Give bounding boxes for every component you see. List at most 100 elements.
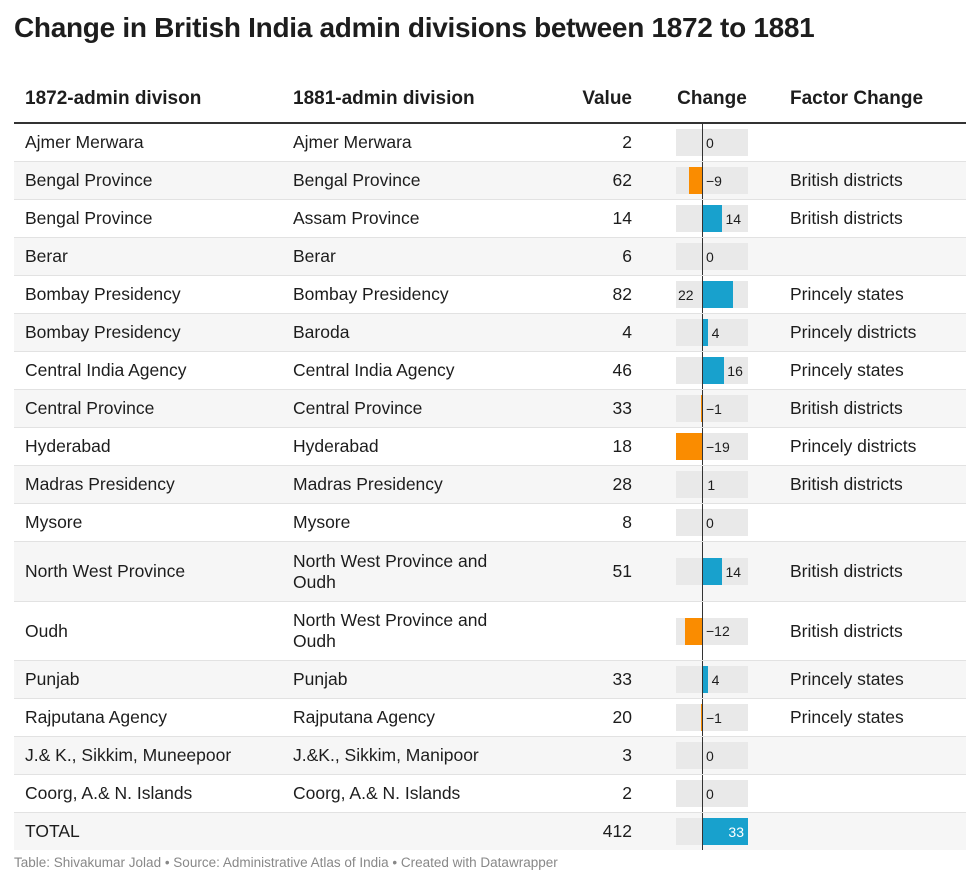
change-bar-track [676, 395, 748, 422]
cell-total-label: TOTAL [25, 821, 80, 841]
change-bar-cell: −1 [676, 390, 748, 427]
cell-1872-division: J.& K., Sikkim, Muneepoor [25, 745, 232, 765]
change-bar-cell: 16 [676, 352, 748, 389]
cell-value: 2 [622, 783, 632, 803]
cell-1872-division: Central India Agency [25, 360, 187, 380]
change-bar-cell: 33 [676, 813, 748, 850]
zero-baseline [702, 390, 703, 427]
zero-baseline [702, 428, 703, 465]
change-bar-track [676, 666, 748, 693]
zero-baseline [702, 162, 703, 199]
cell-1881-division: Coorg, A.& N. Islands [293, 783, 461, 803]
change-label: 0 [706, 747, 714, 764]
cell-1872-division: Punjab [25, 669, 80, 689]
change-bar-track [676, 780, 748, 807]
cell-value: 33 [612, 398, 632, 418]
change-bar-cell: 4 [676, 314, 748, 351]
table-row: Bengal Province Bengal Province 62 −9 Britis… [14, 162, 966, 200]
table-row: Punjab Punjab 33 4 Princely states [14, 661, 966, 699]
change-bar-track [676, 129, 748, 156]
cell-1872-division: Central Province [25, 398, 155, 418]
change-label: 0 [706, 785, 714, 802]
table-row: Mysore Mysore 8 0 [14, 504, 966, 542]
change-bar-negative [685, 617, 702, 645]
change-bar-negative [689, 167, 702, 194]
source-footer: Table: Shivakumar Jolad • Source: Admini… [14, 855, 558, 870]
zero-baseline [702, 352, 703, 389]
cell-value: 51 [612, 561, 632, 581]
zero-baseline [702, 314, 703, 351]
change-label: 14 [725, 210, 742, 227]
table-row: Coorg, A.& N. Islands Coorg, A.& N. Islan… [14, 775, 966, 813]
change-bar-track [676, 319, 748, 346]
cell-factor-change: Princely districts [790, 322, 917, 342]
total-row: TOTAL 412 33 [14, 813, 966, 850]
change-bar-cell: 0 [676, 124, 748, 161]
cell-1872-division: Madras Presidency [25, 474, 175, 494]
cell-1872-division: Oudh [25, 620, 68, 641]
zero-baseline [702, 124, 703, 161]
cell-value: 46 [612, 360, 632, 380]
cell-1881-division: Punjab [293, 669, 348, 689]
change-bar-positive [702, 357, 725, 384]
cell-1881-division: North West Province and Oudh [293, 550, 488, 592]
zero-baseline [702, 813, 703, 850]
change-label: 0 [706, 514, 714, 531]
change-bar-positive [702, 281, 733, 308]
table-row: Rajputana Agency Rajputana Agency 20 −1 Prin… [14, 699, 966, 737]
cell-1872-division: Ajmer Merwara [25, 132, 144, 152]
change-bar-track [676, 243, 748, 270]
table-row: Bombay Presidency Baroda 4 4 Princely distri… [14, 314, 966, 352]
cell-1881-division: Berar [293, 246, 336, 266]
cell-1881-division: Mysore [293, 512, 351, 532]
change-label: 14 [725, 563, 742, 580]
change-bar-cell: 0 [676, 504, 748, 541]
header-1881-division[interactable]: 1881-admin division [293, 88, 475, 109]
change-bar-positive [702, 818, 748, 845]
data-table: 1872-admin divison 1881-admin division V… [14, 80, 966, 850]
cell-factor-change: British districts [790, 474, 903, 494]
zero-baseline [702, 504, 703, 541]
header-value[interactable]: Value [582, 88, 632, 109]
cell-factor-change: Princely states [790, 707, 904, 727]
table-row: Ajmer Merwara Ajmer Merwara 2 0 [14, 124, 966, 162]
cell-value: 14 [612, 208, 632, 228]
zero-baseline [702, 276, 703, 313]
zero-baseline [702, 737, 703, 774]
change-label: −12 [706, 623, 730, 639]
zero-baseline [702, 238, 703, 275]
cell-factor-change: British districts [790, 561, 903, 581]
change-bar-track [676, 704, 748, 731]
cell-1872-division: Berar [25, 246, 68, 266]
change-label: 33 [728, 823, 744, 840]
change-label: −19 [706, 438, 730, 455]
change-bar-cell: 0 [676, 238, 748, 275]
cell-1872-division: Bombay Presidency [25, 322, 181, 342]
cell-factor-change [790, 238, 966, 275]
cell-1881-division: Assam Province [293, 208, 420, 228]
cell-1881-division: North West Province and Oudh [293, 610, 488, 651]
change-bar-cell: 22 [676, 276, 748, 313]
change-bar-negative [675, 433, 702, 460]
cell-1881-division: Ajmer Merwara [293, 132, 412, 152]
header-change[interactable]: Change [677, 88, 747, 109]
change-bar-cell: 0 [676, 737, 748, 774]
cell-1872-division: Bengal Province [25, 170, 153, 190]
change-label: 4 [711, 324, 720, 341]
cell-1881-division: Bengal Province [293, 170, 421, 190]
header-1872-division[interactable]: 1872-admin divison [25, 88, 202, 109]
table-row: North West Province North West Province a… [14, 542, 966, 602]
table-header: 1872-admin divison 1881-admin division V… [14, 80, 966, 124]
zero-baseline [702, 602, 703, 660]
cell-factor-change [790, 737, 966, 774]
cell-value: 2 [622, 132, 632, 152]
header-factor-change[interactable]: Factor Change [790, 88, 924, 109]
change-bar-track [676, 471, 748, 498]
cell-1881-division: Rajputana Agency [293, 707, 436, 727]
cell-value: 4 [622, 322, 632, 342]
zero-baseline [702, 542, 703, 601]
change-bar-positive [702, 558, 722, 585]
cell-value: 3 [622, 745, 632, 765]
change-bar-track [676, 742, 748, 769]
table-row: Central India Agency Central India Agency… [14, 352, 966, 390]
